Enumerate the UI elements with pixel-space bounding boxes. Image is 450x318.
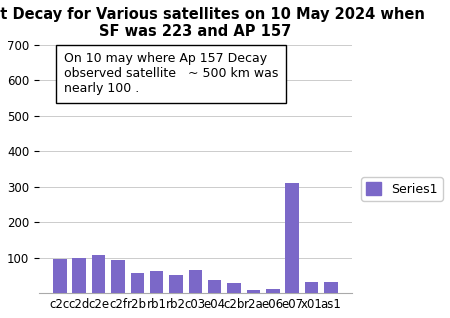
Bar (285, 183, 299, 293)
Text: On 10 may where Ap 157 Decay
observed satellite   ~ 500 km was
nearly 100 .: On 10 may where Ap 157 Decay observed sa… (64, 52, 278, 95)
Bar (169, 275, 183, 293)
Bar (150, 271, 163, 293)
Bar (92, 255, 105, 293)
Bar (189, 270, 202, 293)
Legend: Series1: Series1 (361, 177, 443, 201)
Bar (305, 282, 318, 293)
Bar (53, 259, 67, 293)
Bar (111, 260, 125, 293)
Bar (72, 258, 86, 293)
Bar (227, 283, 241, 293)
Bar (266, 288, 279, 293)
Bar (324, 282, 338, 293)
Bar (247, 290, 260, 293)
Title: Orbit Decay for Various satellites on 10 May 2024 when
SF was 223 and AP 157: Orbit Decay for Various satellites on 10… (0, 7, 425, 39)
Bar (208, 280, 221, 293)
Bar (130, 273, 144, 293)
